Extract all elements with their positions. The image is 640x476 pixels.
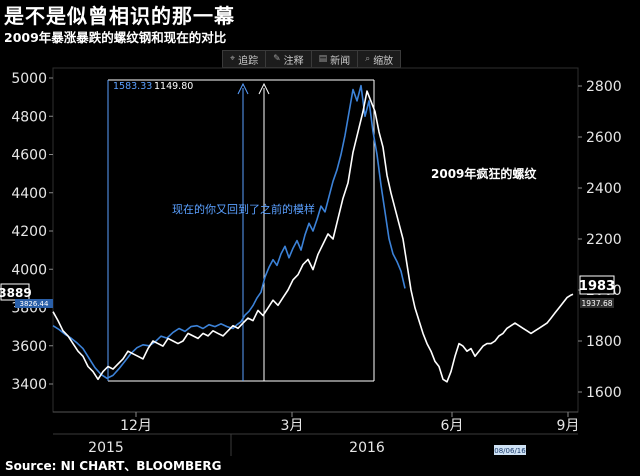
last-value-left: 3889 xyxy=(0,286,32,300)
left-tick-label: 3600 xyxy=(11,339,47,355)
left-tick-label: 4200 xyxy=(11,224,47,240)
track-label: 追踪 xyxy=(238,55,259,67)
right-tick-label: 2200 xyxy=(586,232,622,248)
right-tick-label: 1800 xyxy=(586,334,622,350)
news-label: 新闻 xyxy=(330,55,351,67)
annotation-current: 现在的你又回到了之前的模样 xyxy=(172,202,315,216)
left-tick-label: 4800 xyxy=(11,109,47,125)
source-note: Source: NI CHART、BLOOMBERG xyxy=(5,459,222,473)
year-label: 2015 xyxy=(88,440,124,456)
track-button[interactable]: ⌖ 追踪 xyxy=(223,51,267,67)
right-tick-label: 2400 xyxy=(586,181,622,197)
white-arrow-head xyxy=(258,82,270,95)
last-value-right: 1983 xyxy=(579,279,615,294)
chart-axes: 3400360038004000420044004600480050001600… xyxy=(11,71,621,456)
left-tick-label: 3400 xyxy=(11,377,47,393)
left-tick-label: 4000 xyxy=(11,262,47,278)
x-tick-label: 3月 xyxy=(281,418,304,434)
page-title: 是不是似曾相识的那一幕 xyxy=(4,4,235,28)
right-tick-label: 1600 xyxy=(586,385,622,401)
left-tick-label: 5000 xyxy=(11,71,47,87)
zoom-label: 缩放 xyxy=(373,55,394,67)
x-tick-label: 6月 xyxy=(441,418,464,434)
chart-annotations: 1583.33 1149.80 xyxy=(107,79,375,382)
right-tick-label: 2800 xyxy=(586,79,622,95)
year-label: 2016 xyxy=(349,440,385,456)
last-value-right-small: 1937.68 xyxy=(581,299,612,308)
pencil-icon: ✎ xyxy=(273,54,281,64)
annotate-button[interactable]: ✎ 注释 xyxy=(266,51,312,67)
plot-border xyxy=(52,67,579,413)
date-tag-box xyxy=(494,445,526,455)
last-value-left-small-box xyxy=(15,299,53,308)
x-tick-label: 9月 xyxy=(557,418,580,434)
annotate-label: 注释 xyxy=(283,55,304,67)
crosshair-icon: ⌖ xyxy=(230,54,236,64)
chart-toolbar: ⌖ 追踪 ✎ 注释 ▤ 新闻 ⌕ 缩放 xyxy=(222,50,402,68)
series-line-2009 xyxy=(52,90,574,383)
date-tag: 08/06/16 xyxy=(494,447,526,455)
annotation-2009: 2009年疯狂的螺纹 xyxy=(431,166,537,181)
series-line-current xyxy=(52,84,406,380)
blue-arrow-head xyxy=(237,82,249,95)
news-button[interactable]: ▤ 新闻 xyxy=(312,51,359,67)
measure-label-2009: 1149.80 xyxy=(154,81,193,92)
last-value-right-box xyxy=(579,275,615,295)
last-value-left-small: 3826.44 xyxy=(20,300,49,308)
last-value-right-small-box xyxy=(580,298,614,308)
page-subtitle: 2009年暴涨暴跌的螺纹钢和现在的对比 xyxy=(4,30,227,45)
chart-lines xyxy=(52,84,574,383)
zoom-button[interactable]: ⌕ 缩放 xyxy=(358,51,400,67)
x-tick-label: 12月 xyxy=(120,418,152,434)
chart-frame xyxy=(52,67,579,456)
news-icon: ▤ xyxy=(318,54,328,64)
left-tick-label: 4600 xyxy=(11,148,47,164)
measure-label-current: 1583.33 xyxy=(113,81,152,92)
left-tick-label: 4400 xyxy=(11,186,47,202)
zoom-icon: ⌕ xyxy=(365,54,371,64)
right-tick-label: 2600 xyxy=(586,130,622,146)
